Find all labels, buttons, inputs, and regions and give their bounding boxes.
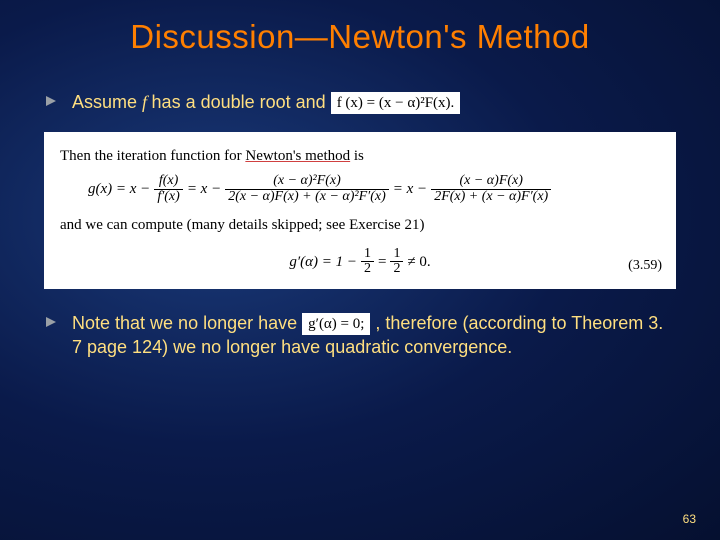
bullet-2: Note that we no longer have g′(α) = 0; ,…	[44, 311, 676, 360]
math-line-1: Then the iteration function for Newton's…	[60, 144, 660, 168]
gp-frac-1: 1 2	[361, 247, 374, 277]
frac-3: (x − α)F(x) 2F(x) + (x − α)F′(x)	[431, 174, 551, 204]
frac-2: (x − α)²F(x) 2(x − α)F(x) + (x − α)²F′(x…	[225, 174, 389, 204]
bullet-2-before: Note that we no longer have	[72, 313, 302, 333]
frac-2-den: 2(x − α)F(x) + (x − α)²F′(x)	[225, 190, 389, 205]
gp-frac-1-num: 1	[361, 247, 374, 263]
math-line-1a: Then the iteration function for	[60, 148, 245, 164]
gp-frac-2-num: 1	[390, 247, 403, 263]
gp-lhs: g′(α) = 1 −	[289, 250, 357, 274]
math-derivation-block: Then the iteration function for Newton's…	[44, 132, 676, 289]
gp-tail: ≠ 0.	[407, 250, 430, 274]
bullet-2-text: Note that we no longer have g′(α) = 0; ,…	[72, 311, 676, 360]
frac-3-num: (x − α)F(x)	[431, 174, 551, 190]
bullet-1-before: Assume	[72, 92, 142, 112]
math-line-1c: is	[350, 148, 364, 164]
frac-3-den: 2F(x) + (x − α)F′(x)	[431, 190, 551, 205]
math-line-3: and we can compute (many details skipped…	[60, 213, 660, 237]
frac-1-den: f′(x)	[154, 190, 183, 205]
bullet-1-text: Assume f has a double root and f (x) = (…	[72, 90, 676, 114]
inline-formula-1: f (x) = (x − α)²F(x).	[331, 92, 461, 114]
gp-frac-2: 1 2	[390, 247, 403, 277]
g-lhs: g(x) = x −	[88, 177, 150, 201]
inline-formula-2: g′(α) = 0;	[302, 313, 370, 335]
triangle-bullet-icon	[44, 315, 58, 329]
bullet-1: Assume f has a double root and f (x) = (…	[44, 90, 676, 114]
eq-sep-2: = x −	[187, 177, 221, 201]
triangle-bullet-icon	[44, 94, 58, 108]
frac-1: f(x) f′(x)	[154, 174, 183, 204]
slide-title: Discussion—Newton's Method	[44, 18, 676, 56]
frac-1-num: f(x)	[154, 174, 183, 190]
bullet-1-var: f	[142, 92, 152, 112]
math-equation-gprime: g′(α) = 1 − 1 2 = 1 2 ≠ 0.	[60, 247, 660, 277]
gp-frac-1-den: 2	[361, 262, 374, 277]
eq-sep-3: = x −	[393, 177, 427, 201]
math-equation-g: g(x) = x − f(x) f′(x) = x − (x − α)²F(x)…	[88, 174, 660, 204]
equation-number: (3.59)	[628, 255, 662, 277]
gp-frac-2-den: 2	[390, 262, 403, 277]
frac-2-num: (x − α)²F(x)	[225, 174, 389, 190]
bullet-1-mid: has a double root and	[152, 92, 331, 112]
gp-eq: =	[378, 250, 386, 274]
underlined-phrase: Newton's method	[245, 148, 350, 164]
slide: Discussion—Newton's Method Assume f has …	[0, 0, 720, 540]
page-number: 63	[683, 512, 696, 526]
